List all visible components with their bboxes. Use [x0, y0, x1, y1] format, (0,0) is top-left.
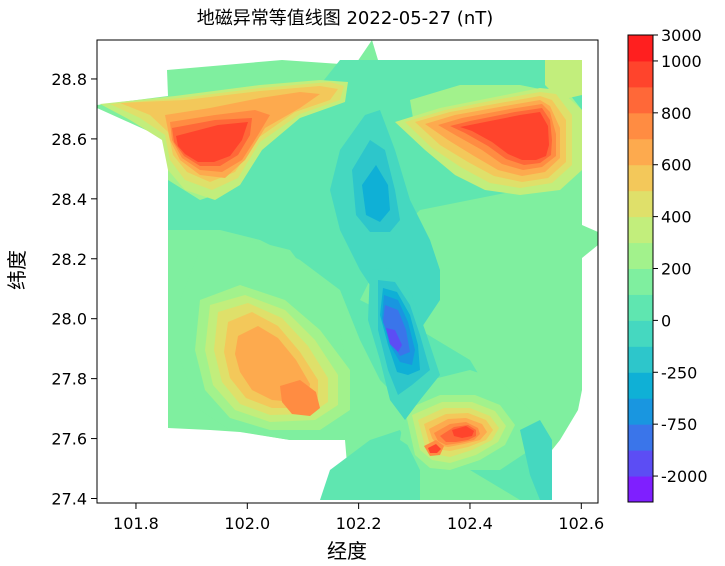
anomaly-negative-north: [330, 110, 440, 330]
colorbar-label: 0: [661, 311, 671, 330]
y-axis: 27.4 27.6 27.8 28.0 28.2 28.4 28.6 28.8: [51, 70, 97, 509]
colorbar-segment: [628, 35, 653, 62]
colorbar-segment: [628, 476, 653, 503]
colorbar-segment: [628, 242, 653, 269]
y-tick-label: 28.0: [51, 310, 87, 329]
x-axis: 101.8 102.0 102.2 102.4 102.6: [113, 503, 604, 533]
colorbar-label: 600: [661, 156, 692, 175]
x-tick-label: 101.8: [113, 514, 159, 533]
colorbar-segment: [628, 112, 653, 140]
x-tick-label: 102.2: [336, 514, 382, 533]
colorbar-label: 200: [661, 260, 692, 279]
colorbar: 3000 1000 800 600 400 200 0 -250 -750 -2000: [627, 26, 708, 503]
colorbar-label: 1000: [661, 52, 702, 71]
colorbar-segment: [628, 216, 653, 244]
colorbar-label: -750: [661, 415, 697, 434]
anomaly-se: [405, 395, 515, 470]
colorbar-segment: [628, 86, 653, 114]
x-tick-label: 102.6: [558, 514, 604, 533]
y-tick-label: 28.8: [51, 70, 87, 89]
anomaly-nw: [100, 80, 348, 200]
colorbar-segment: [628, 138, 653, 166]
colorbar-segment: [628, 398, 653, 425]
y-axis-label: 纬度: [5, 250, 29, 290]
colorbar-segment: [628, 450, 653, 477]
colorbar-label: -250: [661, 363, 697, 382]
anomaly-sw: [195, 285, 350, 430]
y-tick-label: 27.6: [51, 430, 87, 449]
chart-title: 地磁异常等值线图 2022-05-27 (nT): [197, 8, 494, 29]
x-axis-label: 经度: [327, 539, 367, 563]
colorbar-segment: [628, 294, 653, 321]
colorbar-segment: [628, 424, 653, 451]
y-tick-label: 28.2: [51, 250, 87, 269]
colorbar-label: -2000: [661, 467, 708, 486]
colorbar-segment: [628, 320, 653, 347]
colorbar-segment: [628, 60, 653, 88]
colorbar-segment: [628, 164, 653, 192]
y-tick-label: 28.6: [51, 130, 87, 149]
y-tick-label: 27.4: [51, 490, 87, 509]
anomaly-negative-center: [368, 268, 440, 420]
anomaly-negative-south: [520, 420, 552, 500]
colorbar-segment: [628, 372, 653, 399]
x-tick-label: 102.4: [447, 514, 493, 533]
y-tick-label: 27.8: [51, 370, 87, 389]
colorbar-segment: [628, 346, 653, 373]
colorbar-segment: [628, 190, 653, 218]
x-tick-label: 102.0: [224, 514, 270, 533]
y-tick-label: 28.4: [51, 190, 87, 209]
contour-field: [97, 40, 598, 500]
colorbar-label: 3000: [661, 26, 702, 45]
plot-frame: [96, 39, 599, 504]
colorbar-segment: [628, 268, 653, 295]
band-0-100: [320, 430, 420, 500]
colorbar-label: 800: [661, 104, 692, 123]
anomaly-ne: [395, 88, 582, 195]
colorbar-label: 400: [661, 208, 692, 227]
